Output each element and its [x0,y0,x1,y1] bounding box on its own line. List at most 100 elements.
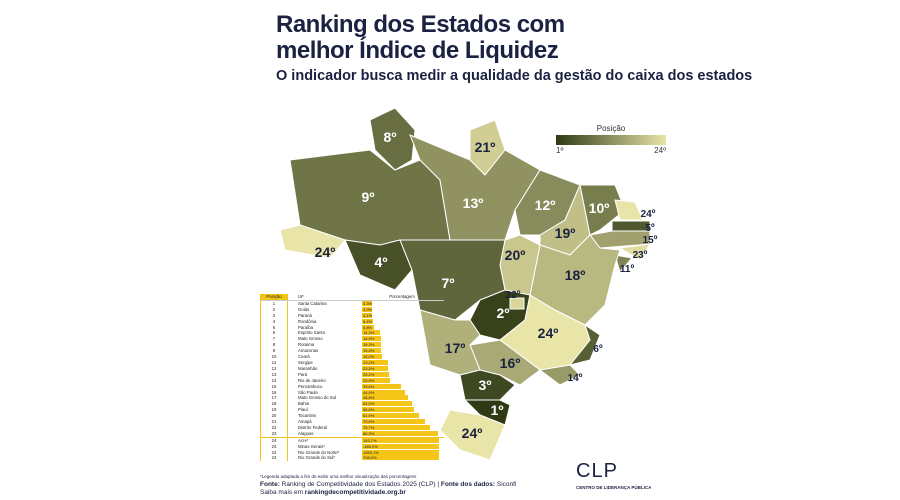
row-percent-bar: 14,3% [362,330,381,336]
row-uf: Pará [298,371,308,377]
row-uf: Rio Grande do Norte* [298,449,340,455]
row-percent-bar: 15,4% [362,348,382,354]
state-df [509,297,525,310]
row-percent-bar: 1063,1% [362,449,439,455]
row-percent-cell: 16,0% [360,354,444,360]
row-percent-cell: 56,8% [360,407,444,413]
row-percent-cell: 25,2% [360,371,444,378]
row-percent-bar: 23,5% [362,365,388,371]
state-es [568,323,601,366]
row-percent-bar: 44,9% [362,389,405,395]
footnote: *Legenda adaptada a fim de exibir uma me… [260,474,417,479]
row-percent-cell: 44,9% [360,389,444,396]
row-percent-cell: 708,0% [360,455,444,461]
rank-label-pi: 19º [555,225,576,241]
row-percent-bar: 14,9% [362,336,381,342]
legend-max: 24º [654,146,666,155]
rank-label-pr: 3º [479,377,492,393]
row-position: 20 [260,413,288,420]
row-position: 7 [260,336,288,343]
clp-logo-subtitle: CENTRO DE LIDERANÇA PÚBLICA [576,485,652,490]
row-percent-cell: 5,4% [360,318,444,325]
table-row: 4 Rondônia 5,4% [260,318,445,325]
clp-logo: CLP [576,460,618,482]
state-rs [439,409,506,461]
row-uf: Minas Gerais* [298,443,325,449]
row-uf: Maranhão [298,365,318,371]
rank-label-ap: 21º [475,139,496,155]
state-al [618,243,651,261]
row-position: 2 [260,306,288,313]
row-percent-bar: -480,0% [362,443,439,449]
data-source-label: Fonte dos dados: [440,481,496,488]
state-ce [579,184,626,236]
row-percent-bar: 70,6% [362,419,426,425]
row-uf: São Paulo [298,389,318,395]
legend-gradient [556,135,666,145]
row-percent-bar: 54,0% [362,401,413,407]
rank-label-ms: 17º [445,340,466,356]
row-percent-bar: 5,8% [362,324,374,330]
state-sc [463,399,511,426]
table-row: 22 Distrito Federal 75,7% [260,424,445,431]
rank-label-es: 6º [593,344,603,355]
page-title: Ranking dos Estados com melhor Índice de … [276,12,565,64]
row-percent-bar: 61,9% [362,413,419,419]
table-row: 12 Maranhão 23,5% [260,365,445,372]
row-percent-cell: 4,1% [360,312,444,319]
row-percent-bar: 86,3% [362,430,439,436]
row-uf: Rondônia [298,318,317,324]
row-position: 8 [260,342,288,349]
row-position: 5 [260,324,288,331]
row-position: 12 [260,365,288,372]
row-percent-cell: 153,7% [360,437,444,443]
row-position: 13 [260,371,288,378]
legend: Posição 1º 24º [556,124,666,155]
row-percent-cell: 15,3% [360,342,444,348]
row-position: 24 [260,449,288,456]
row-uf: Amazonas [298,348,319,354]
row-percent-cell: 70,6% [360,419,444,425]
row-uf: Goiás [298,306,310,312]
row-percent-cell: 61,9% [360,413,444,419]
row-percent-bar: 48,8% [362,395,409,401]
row-position: 24 [260,443,288,450]
data-source: Siconfi [495,481,517,488]
row-percent-bar: 708,0% [362,455,439,461]
row-position: 11 [260,359,288,366]
rank-label-rr: 8º [384,129,397,145]
row-position: 21 [260,419,288,425]
legend-min: 1º [556,146,564,155]
table-row: 15 Pernambuco 39,6% [260,383,445,390]
table-row: 14 Rio de Janeiro 25,9% [260,377,445,384]
rank-label-ro: 4º [375,254,388,270]
rank-label-df: 22º [506,290,521,301]
row-uf: Acre* [298,437,309,443]
table-row: 2 Goiás 3,9% [260,306,445,313]
row-position: 19 [260,407,288,414]
row-percent-bar: 4,1% [362,312,373,318]
row-percent-cell: 39,6% [360,383,444,390]
website-link[interactable]: rankingdecompetitividade.org.br [304,489,406,496]
col-uf: UF [287,294,360,301]
row-percent-cell: 3,9% [360,306,444,313]
rank-label-ce: 10º [589,200,610,216]
table-row: 13 Pará 25,2% [260,371,445,378]
row-percent-bar: 5,4% [362,318,374,324]
row-uf: Mato Grosso do Sul [298,395,336,401]
row-percent-cell: 3,3% [360,300,444,306]
row-uf: Mato Grosso [298,336,323,342]
row-percent-bar: 15,3% [362,342,382,348]
table-row: 6 Espírito Santo 14,3% [260,330,445,337]
row-uf: Bahia [298,401,309,407]
row-position: 1 [260,300,288,307]
col-position: Posição [260,294,288,301]
state-rj [538,364,581,386]
subtitle: O indicador busca medir a qualidade da g… [276,68,753,84]
rank-label-mg: 24º [538,325,559,341]
row-percent-bar: 153,7% [362,437,439,443]
row-position: 24 [260,455,288,462]
rank-label-go: 2º [497,305,510,321]
row-percent-cell: 86,3% [360,430,444,437]
